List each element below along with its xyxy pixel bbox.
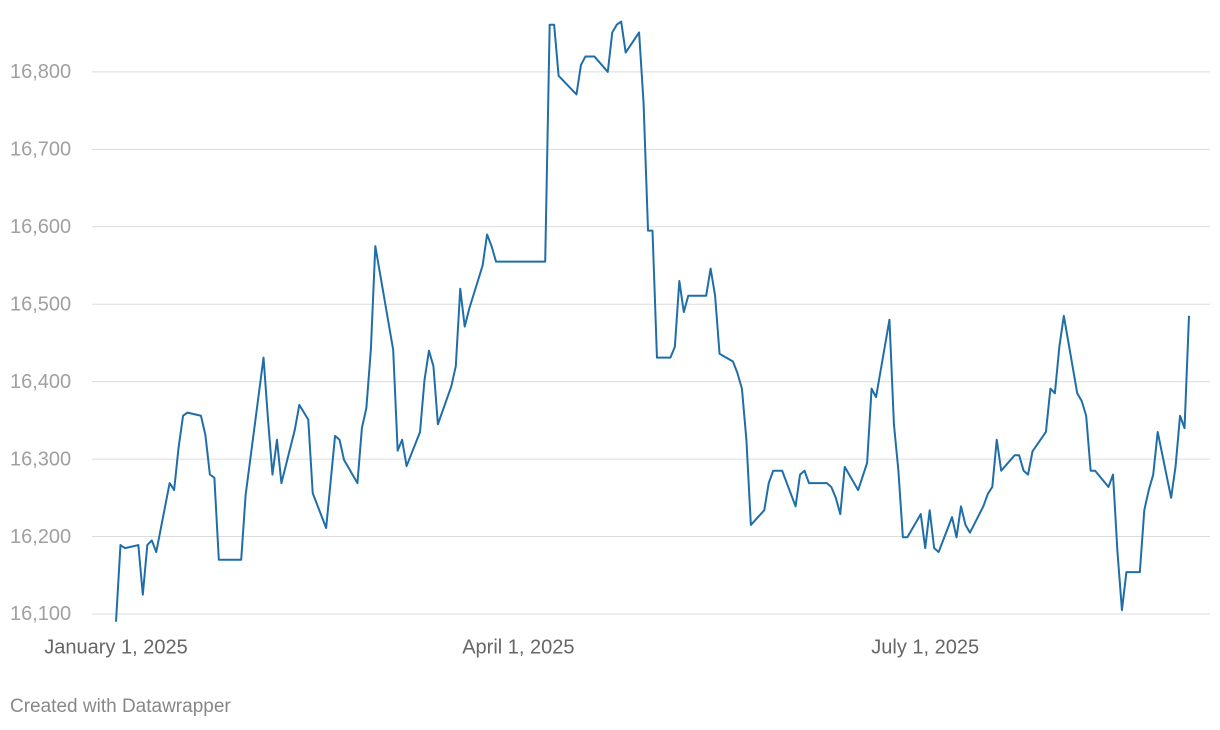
y-tick-label: 16,600 — [10, 216, 71, 238]
y-tick-label: 16,400 — [10, 371, 71, 393]
x-tick-label: April 1, 2025 — [462, 636, 574, 658]
x-tick-label: July 1, 2025 — [871, 636, 979, 658]
data-line — [115, 20, 1190, 622]
y-tick-label: 16,700 — [10, 139, 71, 161]
y-tick-label: 16,500 — [10, 294, 71, 316]
x-tick-label: January 1, 2025 — [44, 636, 187, 658]
y-tick-label: 16,800 — [10, 61, 71, 83]
y-tick-label: 16,200 — [10, 526, 71, 548]
y-tick-label: 16,300 — [10, 448, 71, 470]
credit: Created with Datawrapper — [10, 696, 231, 717]
y-tick-label: 16,100 — [10, 603, 71, 625]
